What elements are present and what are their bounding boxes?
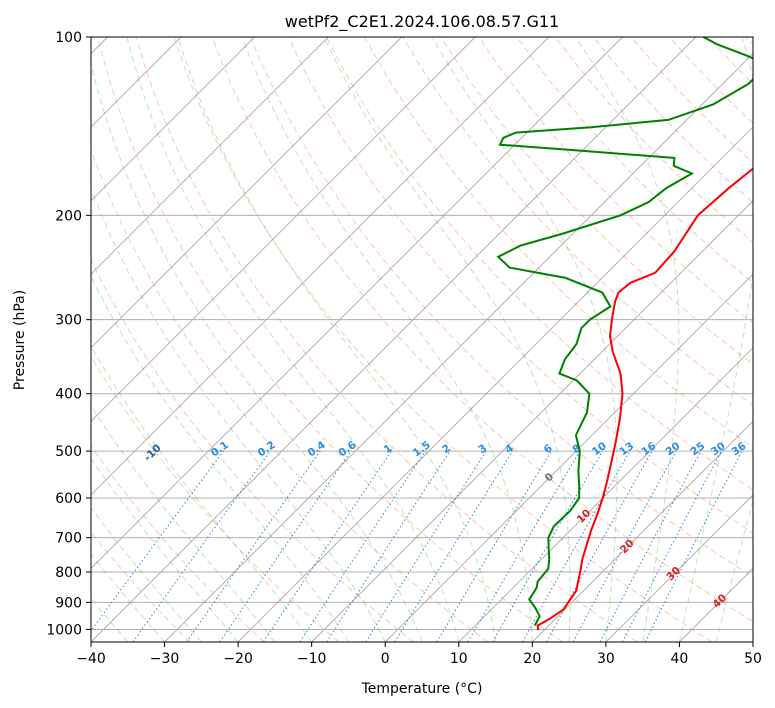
dry-adiabat — [173, 37, 713, 642]
moist-adiabat — [91, 457, 239, 642]
moist-adiabat — [91, 404, 276, 642]
x-tick-label: −10 — [297, 651, 327, 667]
moist-adiabat — [91, 188, 386, 642]
dry-adiabat — [135, 37, 638, 642]
dry-adiabat — [91, 258, 414, 642]
x-tick-label: 0 — [381, 651, 390, 667]
mixing-ratio-line — [326, 450, 451, 642]
mixing-ratio-line — [522, 450, 631, 642]
dry-adiabat — [97, 37, 563, 642]
series-lines — [496, 37, 753, 631]
dry-adiabat — [211, 37, 753, 623]
moist-adiabat — [91, 553, 165, 642]
isotherm-gridline — [91, 37, 476, 423]
y-tick-label: 600 — [55, 491, 82, 507]
mixing-ratio-line — [91, 450, 224, 632]
isotherm-gridline — [311, 199, 753, 642]
x-tick-label: −20 — [223, 651, 253, 667]
y-tick-label: 500 — [55, 444, 82, 460]
y-tick-label: 400 — [55, 387, 82, 403]
isotherm-gridline — [531, 420, 753, 642]
y-tick-label: 1000 — [46, 622, 82, 638]
temperature-profile-line — [536, 167, 753, 631]
moist-adiabat — [91, 597, 129, 642]
axis-ticks: −40 −30 −20 −10 0 10 20 30 40 50 100 200 300 400 500 60… — [46, 30, 762, 667]
mixing-ratio-line — [546, 450, 653, 642]
y-tick-label: 300 — [55, 313, 82, 329]
y-axis-label: Pressure (hPa) — [12, 290, 28, 390]
isotherm-gridline — [91, 37, 550, 496]
mixing-ratio-line — [572, 450, 677, 642]
isotherm-gridline — [384, 273, 753, 642]
moist-adiabat — [431, 37, 618, 642]
moist-adiabat — [126, 37, 460, 642]
isotherm-gridline — [605, 494, 753, 642]
isotherm-gridline — [91, 37, 256, 202]
background-line-labels: 0.10.20.40.611.52346810131620253036-100-… — [0, 375, 749, 611]
moist-adiabat — [678, 37, 753, 642]
plot-frame — [90, 36, 754, 643]
moist-adiabat — [91, 62, 423, 642]
isotherm-gridline — [91, 37, 329, 275]
moist-adiabat — [91, 275, 349, 642]
dry-adiabat-label: -20 — [62, 414, 84, 436]
x-tick-label: 50 — [744, 651, 762, 667]
x-tick-label: 10 — [450, 651, 468, 667]
dry-adiabat — [326, 37, 753, 491]
background-lines — [91, 37, 753, 642]
x-tick-label: −40 — [76, 651, 106, 667]
dry-adiabat-label: -30 — [0, 375, 5, 397]
dewpoint-profile-line — [496, 37, 753, 627]
isotherm-gridline — [164, 52, 753, 642]
mixing-ratio-line — [186, 450, 321, 642]
moist-adiabat — [91, 507, 202, 642]
isotherm-gridline — [752, 641, 753, 642]
y-tick-label: 200 — [55, 208, 82, 224]
isotherm-gridline — [237, 126, 753, 642]
isotherm-gridline — [91, 37, 697, 642]
dry-adiabat — [91, 355, 340, 642]
chart-title: wetPf2_C2E1.2024.106.08.57.G11 — [285, 12, 559, 32]
dry-adiabat — [287, 37, 753, 534]
mixing-ratio-line — [263, 450, 392, 642]
x-tick-label: 20 — [523, 651, 541, 667]
mixing-ratio-line — [219, 450, 352, 642]
x-axis-label: Temperature (°C) — [361, 681, 483, 697]
mixing-ratio-line — [394, 450, 514, 642]
moist-adiabat — [715, 498, 753, 642]
dry-adiabat — [249, 37, 753, 578]
moist-adiabat — [177, 37, 497, 642]
mixing-ratio-line — [132, 450, 271, 642]
dry-adiabat — [91, 445, 265, 642]
y-tick-label: 800 — [55, 565, 82, 581]
moist-adiabat — [575, 37, 680, 642]
y-tick-label: 900 — [55, 595, 82, 611]
moist-adiabat — [91, 345, 313, 642]
mixing-ratio-line — [299, 450, 426, 642]
y-tick-label: 100 — [55, 30, 82, 46]
isotherm-gridline — [91, 37, 403, 349]
isotherm-gridline — [458, 347, 753, 642]
isotherm-gridline — [91, 37, 623, 570]
x-tick-label: −30 — [150, 651, 180, 667]
x-tick-label: 40 — [671, 651, 689, 667]
mixing-ratio-line — [644, 450, 743, 642]
x-tick-label: 30 — [597, 651, 615, 667]
plot-area — [91, 37, 753, 642]
y-tick-label: 700 — [55, 531, 82, 547]
